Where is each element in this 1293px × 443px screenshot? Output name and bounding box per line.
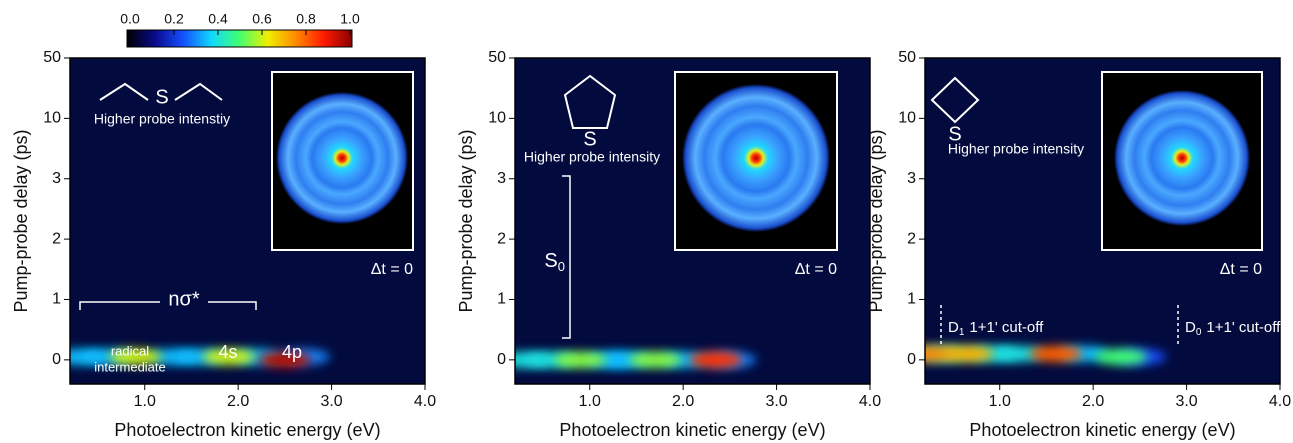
cutoff-main: D — [1185, 319, 1196, 336]
x-tick-label: 4.0 — [414, 393, 436, 410]
inset-label: Δt = 0 — [795, 261, 837, 278]
cutoff-label: D1 1+1' cut-off — [948, 319, 1044, 338]
x-axis-label: Photoelectron kinetic energy (eV) — [969, 420, 1235, 440]
heat-spot — [258, 351, 311, 368]
cutoff-sub: 0 — [1196, 327, 1202, 338]
y-tick-label: 1 — [907, 291, 916, 308]
probe-note: Higher probe intensity — [524, 149, 660, 165]
molecule-atom: S — [155, 86, 168, 108]
colorbar-tick-label: 1.0 — [340, 11, 360, 27]
heat-spot — [689, 351, 742, 368]
y-tick-label: 0 — [907, 351, 916, 368]
cutoff-text: 1+1' cut-off — [969, 319, 1044, 336]
panel-annotations: S Higher probe intensity Δt = 0 S0 — [524, 71, 838, 339]
heat-spot — [109, 348, 162, 365]
y-tick-label: 0 — [497, 351, 506, 368]
heat-spot — [992, 345, 1045, 362]
x-tick-label: 1.0 — [134, 393, 156, 410]
y-tick-label: 0 — [52, 351, 61, 368]
x-tick-label: 2.0 — [227, 393, 249, 410]
y-axis-label: Pump-probe delay (ps) — [866, 129, 886, 312]
label-bg — [160, 290, 208, 312]
molecule-ring — [563, 74, 617, 129]
state-main: S — [544, 250, 557, 272]
colorbar-tick-label: 0.0 — [120, 11, 140, 27]
y-tick-label: 10 — [43, 110, 61, 127]
y-axis-label: Pump-probe delay (ps) — [11, 129, 31, 312]
panel-annotations: S Higher probe intenstiy Δt = 0 nσ* radi… — [79, 71, 414, 374]
x-tick-label: 1.0 — [989, 393, 1011, 410]
colorbar-tick-label: 0.8 — [296, 11, 316, 27]
y-tick-label: 2 — [52, 230, 61, 247]
x-tick-label: 4.0 — [1269, 393, 1291, 410]
molecule-atom: S — [948, 123, 961, 145]
annotation: intermediate — [94, 359, 166, 374]
inset-image — [682, 84, 830, 232]
plot-frame — [69, 57, 426, 385]
band-label: nσ* — [168, 288, 199, 310]
y-tick-label: 50 — [488, 49, 506, 66]
probe-note: Higher probe intenstiy — [94, 111, 230, 127]
x-tick-label: 3.0 — [1175, 393, 1197, 410]
molecule-bond — [174, 82, 223, 101]
y-tick-label: 1 — [52, 291, 61, 308]
y-tick-label: 50 — [43, 49, 61, 66]
y-tick-label: 3 — [907, 170, 916, 187]
colorbar-tick-label: 0.6 — [252, 11, 272, 27]
annotation: 4p — [282, 342, 302, 362]
cutoff-label: D0 1+1' cut-off — [1185, 319, 1281, 338]
state-sub: 0 — [558, 259, 565, 274]
y-tick-label: 3 — [497, 170, 506, 187]
heat-spot — [202, 348, 255, 365]
y-tick-label: 2 — [497, 230, 506, 247]
heatmap — [925, 345, 1166, 365]
inset-label: Δt = 0 — [371, 261, 413, 278]
y-tick-label: 50 — [898, 49, 916, 66]
inset-image — [1114, 90, 1250, 226]
cutoff-sub: 1 — [959, 327, 965, 338]
molecule-atom: S — [583, 128, 596, 150]
heatmap — [70, 348, 330, 368]
cutoff-main: D — [948, 319, 959, 336]
y-tick-label: 10 — [898, 110, 916, 127]
x-tick-label: 2.0 — [672, 393, 694, 410]
plot-frame — [514, 57, 871, 385]
annotation: radical — [111, 343, 149, 358]
panel-annotations: S Higher probe intensity Δt = 0 D1 1+1' c… — [930, 71, 1281, 346]
probe-note: Higher probe intensity — [948, 141, 1084, 157]
cutoff-text: 1+1' cut-off — [1206, 319, 1281, 336]
y-tick-label: 10 — [488, 110, 506, 127]
heat-spot — [554, 351, 607, 368]
heat-spot — [941, 345, 994, 362]
y-tick-label: 2 — [907, 230, 916, 247]
heatmap — [515, 351, 756, 368]
heat-spot — [629, 351, 682, 368]
colorbar-tick-label: 0.4 — [208, 11, 228, 27]
heat-spot — [1095, 348, 1148, 365]
molecule-ring — [930, 76, 980, 124]
colorbar-bar — [126, 29, 353, 48]
bracket — [562, 175, 571, 339]
colorbar-tick-label: 0.2 — [164, 11, 184, 27]
x-tick-label: 3.0 — [765, 393, 787, 410]
y-axis-label: Pump-probe delay (ps) — [456, 129, 476, 312]
annotation: 4s — [218, 342, 237, 362]
x-tick-label: 3.0 — [320, 393, 342, 410]
inset-label: Δt = 0 — [1220, 261, 1262, 278]
x-tick-label: 2.0 — [1082, 393, 1104, 410]
x-tick-label: 4.0 — [859, 393, 881, 410]
colorbar: 0.0 0.2 0.4 0.6 0.8 1.0 — [120, 11, 360, 48]
x-axis-label: Photoelectron kinetic energy (eV) — [114, 420, 380, 440]
plot-frame — [924, 57, 1281, 385]
y-tick-label: 3 — [52, 170, 61, 187]
x-tick-label: 1.0 — [579, 393, 601, 410]
molecule-bond — [99, 82, 149, 101]
y-tick-label: 1 — [497, 291, 506, 308]
state-label: S0 — [544, 250, 565, 274]
inset-image — [276, 92, 408, 224]
x-axis-label: Photoelectron kinetic energy (eV) — [559, 420, 825, 440]
heat-spot — [1029, 345, 1082, 362]
